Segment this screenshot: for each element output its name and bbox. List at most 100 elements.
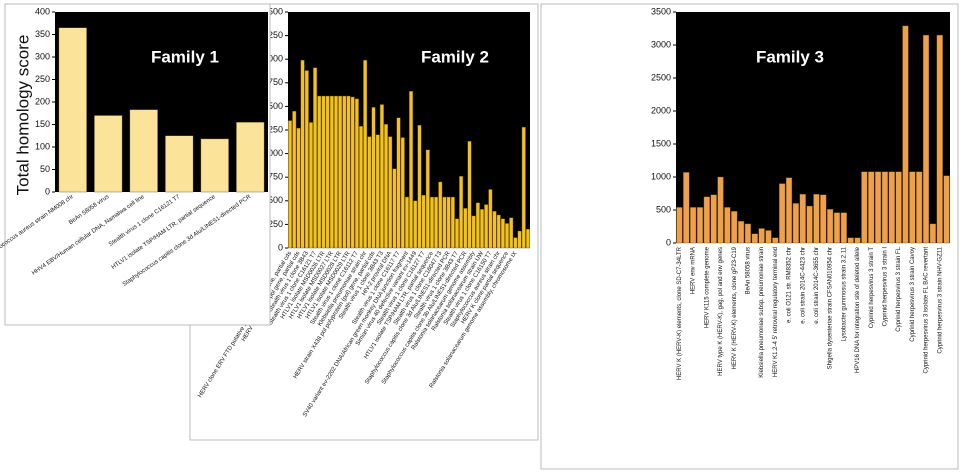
y-tick-label: 200 (35, 96, 50, 106)
bar (496, 214, 501, 249)
y-tick-label: 300 (35, 51, 50, 61)
bar (409, 91, 414, 249)
chart-title: Family 3 (756, 47, 824, 66)
bar (525, 228, 530, 249)
bar (758, 228, 765, 244)
bar (916, 171, 923, 244)
bar (833, 212, 841, 244)
bar (421, 194, 426, 249)
bar (317, 95, 322, 249)
bar (413, 200, 418, 249)
x-tick-label: BeAn 58058 virus (746, 247, 752, 294)
y-tick-label: 0 (278, 242, 283, 252)
x-tick-label: HERV K (HERV-K) elements, clone gP23-C19 (732, 246, 738, 369)
bar (417, 125, 422, 249)
bar (313, 67, 318, 249)
y-tick-label: 500 (656, 204, 671, 214)
y-tick-label: 1000 (263, 148, 283, 158)
bar (806, 205, 813, 244)
x-tick-label: e. coli strain 2014C-4423 chr (800, 247, 806, 324)
bar (813, 193, 820, 244)
bar (236, 122, 265, 193)
bar (94, 115, 123, 193)
bar (354, 98, 359, 249)
bar (467, 141, 472, 249)
y-tick-label: 250 (35, 74, 50, 84)
bar (820, 194, 827, 244)
bar (129, 109, 158, 193)
y-tick-label: 1500 (263, 101, 283, 111)
bar (827, 209, 834, 244)
y-tick-label: 100 (35, 141, 50, 151)
y-tick-label: 350 (35, 29, 50, 39)
bar (463, 208, 468, 249)
plot-area (55, 12, 268, 192)
y-tick-label: 1250 (263, 124, 283, 134)
bar (792, 203, 799, 244)
x-tick-label: e. coli O121 str. RM8352 chr (787, 247, 793, 323)
x-tick-label: Lysobacter gummosus strain 3.2.11 (841, 246, 847, 341)
bar (868, 171, 875, 244)
bar (371, 107, 376, 249)
bar (304, 70, 309, 249)
bar (200, 138, 229, 193)
bar (731, 211, 738, 244)
y-tick-label: 0 (45, 186, 50, 196)
panel-family-2: 0 250 500 750 1000 1250 1500 1750 2000 2250 2500 Fa… (189, 3, 539, 441)
y-tick-label: 2000 (651, 105, 671, 115)
bar (480, 209, 484, 249)
y-tick-label: 1500 (651, 138, 671, 148)
bar (505, 223, 510, 249)
bar (513, 237, 518, 249)
bar (509, 217, 514, 249)
bar (367, 136, 372, 249)
x-tick-label: Klebsiella pneumoniae subsp. pneumoniae … (759, 247, 765, 378)
bar (292, 110, 297, 249)
x-tick-label: HPV16 DNA for integration site of delete… (855, 246, 861, 373)
bar (475, 202, 480, 249)
y-tick-label: 50 (40, 164, 50, 174)
bar (521, 126, 526, 249)
y-tick-label: 400 (35, 6, 50, 16)
bar (308, 122, 313, 249)
bar (936, 34, 943, 244)
bar (392, 168, 397, 249)
bar (909, 171, 916, 244)
x-tick-label: HERV env mRNA (691, 247, 697, 294)
x-tick-label: Shigella dysenteriae strain CFSAN010954 … (828, 247, 834, 369)
bar (359, 126, 363, 249)
bar (922, 34, 930, 244)
bar (751, 233, 758, 244)
chart-title: Family 2 (421, 47, 489, 66)
bar (488, 189, 493, 249)
bar (847, 237, 854, 244)
bar (517, 230, 522, 249)
bar (446, 196, 451, 249)
y-tick-label: 250 (268, 219, 283, 229)
y-tick-label: 2500 (651, 72, 671, 82)
x-tick-label: HERV K1.2-4 5' retroviral regulatory ter… (773, 247, 779, 377)
bar (321, 95, 326, 249)
x-tick-label: HERV K115 complete genome (704, 246, 710, 328)
x-tick-label: HERV K (HERV-K) elements, clone SD-C7-34… (677, 246, 683, 380)
y-tick-label: 3000 (651, 39, 671, 49)
bar (379, 104, 384, 249)
bar (929, 223, 936, 244)
x-tick-label: Cyprinid herpesvirus 3 strain FL (896, 246, 902, 331)
bar (346, 95, 351, 249)
bar (450, 196, 455, 249)
bar (737, 221, 745, 244)
panel-family-1: 0 50 100 150 200 250 300 350 400 Family 1 Total ho… (0, 3, 271, 326)
bar (425, 149, 430, 249)
bar (696, 207, 704, 244)
bar (874, 171, 882, 244)
bar (484, 204, 489, 249)
bar (388, 136, 393, 249)
y-axis-label: Total homology score (13, 35, 32, 196)
bar (854, 237, 861, 244)
bar (861, 171, 868, 244)
bar (779, 183, 786, 244)
bar (683, 172, 690, 244)
bar (363, 59, 368, 249)
bar (902, 25, 909, 244)
